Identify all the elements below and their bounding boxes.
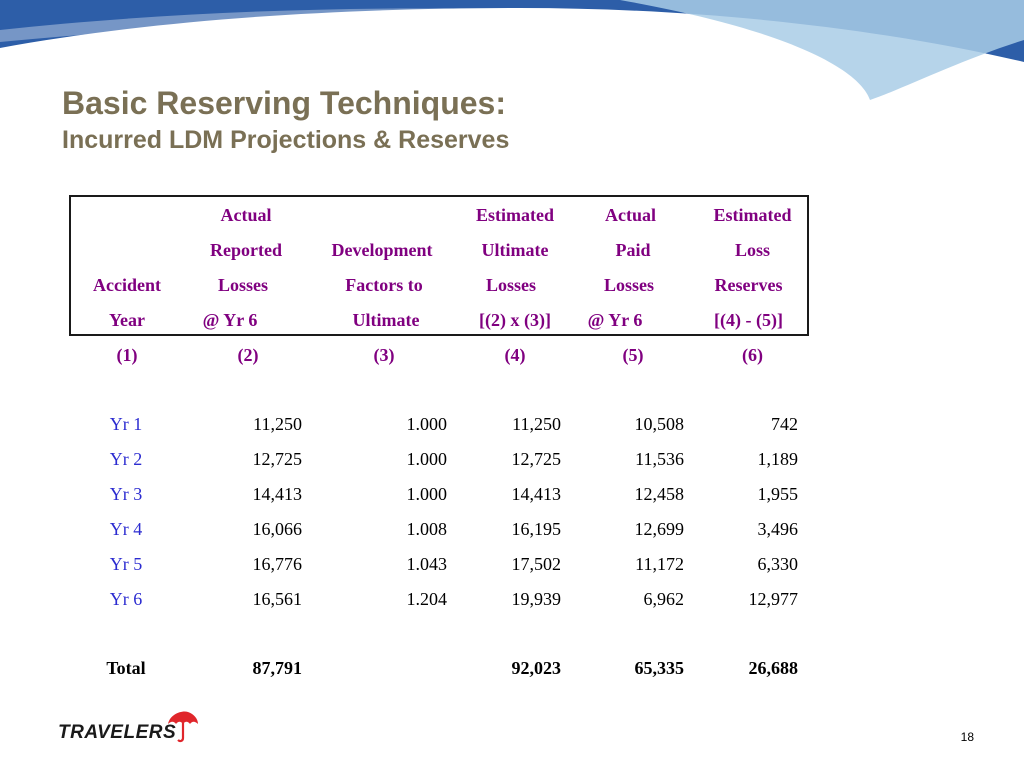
header-wave-decoration <box>0 0 1024 100</box>
header-cell: Reserves <box>714 275 783 295</box>
header-cell: Actual <box>605 205 656 225</box>
paid-losses: 6,962 <box>643 589 685 609</box>
accident-year: Yr 5 <box>109 554 143 574</box>
reported-losses: 12,725 <box>252 449 303 469</box>
accident-year: Yr 2 <box>109 449 143 469</box>
loss-reserves: 12,977 <box>748 589 799 609</box>
reported-losses: 14,413 <box>252 484 303 504</box>
header-cell: Estimated <box>476 205 554 225</box>
paid-losses: 12,458 <box>634 484 685 504</box>
reported-losses: 16,066 <box>252 519 303 539</box>
column-number: (6) <box>742 345 763 365</box>
loss-reserves: 742 <box>771 414 798 434</box>
accident-year: Yr 6 <box>109 589 143 609</box>
header-cell: Ultimate <box>352 310 420 330</box>
loss-reserves: 6,330 <box>757 554 799 574</box>
total-loss-reserves: 26,688 <box>748 658 799 678</box>
travelers-logo: TRAVELERS <box>58 708 208 748</box>
paid-losses: 12,699 <box>634 519 685 539</box>
column-number: (2) <box>237 345 259 365</box>
accident-year: Yr 1 <box>109 414 143 434</box>
header-cell: Losses <box>485 275 536 295</box>
header-cell: Ultimate <box>481 240 549 260</box>
header-cell: @ Yr 6 <box>202 310 258 330</box>
reported-losses: 11,250 <box>253 414 302 434</box>
loss-reserves: 1,955 <box>757 484 799 504</box>
loss-reserves: 3,496 <box>757 519 799 539</box>
header-cell: [(2) x (3)] <box>479 310 551 330</box>
total-paid-losses: 65,335 <box>634 658 685 678</box>
development-factor: 1.043 <box>406 554 448 574</box>
umbrella-icon <box>168 711 198 743</box>
total-label: Total <box>106 658 146 678</box>
header-cell: Year <box>109 310 145 330</box>
wave-white-streak <box>0 8 700 42</box>
ultimate-losses: 17,502 <box>511 554 562 574</box>
total-reported-losses: 87,791 <box>252 658 303 678</box>
ultimate-losses: 12,725 <box>511 449 562 469</box>
column-number: (4) <box>504 345 526 365</box>
header-cell: Accident <box>93 275 161 295</box>
paid-losses: 11,172 <box>635 554 684 574</box>
development-factor: 1.008 <box>406 519 448 539</box>
header-cell: Development <box>331 240 433 260</box>
development-factor: 1.000 <box>406 414 448 434</box>
header-cell: [(4) - (5)] <box>714 310 783 330</box>
reported-losses: 16,776 <box>252 554 303 574</box>
ultimate-losses: 16,195 <box>511 519 562 539</box>
development-factor: 1.204 <box>406 589 448 609</box>
development-factor: 1.000 <box>406 484 448 504</box>
column-number: (1) <box>116 345 138 365</box>
page-number: 18 <box>960 730 974 744</box>
column-number: (5) <box>622 345 644 365</box>
ultimate-losses: 14,413 <box>511 484 562 504</box>
slide-title: Basic Reserving Techniques: <box>62 85 506 121</box>
paid-losses: 11,536 <box>635 449 684 469</box>
development-factor: 1.000 <box>406 449 448 469</box>
logo-wordmark: TRAVELERS <box>58 722 177 743</box>
ultimate-losses: 11,250 <box>512 414 561 434</box>
header-cell: Factors to <box>345 275 423 295</box>
header-cell: Losses <box>603 275 654 295</box>
header-cell: Estimated <box>713 205 792 225</box>
header-cell: Paid <box>615 240 651 260</box>
header-cell: @ Yr 6 <box>587 310 643 330</box>
table-header-box <box>69 195 809 336</box>
column-number: (3) <box>373 345 395 365</box>
reported-losses: 16,561 <box>252 589 303 609</box>
ultimate-losses: 19,939 <box>511 589 562 609</box>
header-cell: Losses <box>217 275 268 295</box>
total-ultimate-losses: 92,023 <box>511 658 562 678</box>
accident-year: Yr 3 <box>109 484 143 504</box>
header-cell: Reported <box>210 240 282 260</box>
slide-subtitle: Incurred LDM Projections & Reserves <box>62 126 510 154</box>
paid-losses: 10,508 <box>634 414 685 434</box>
loss-reserves: 1,189 <box>757 449 799 469</box>
header-cell: Loss <box>734 240 770 260</box>
wave-light-band <box>620 0 1024 100</box>
header-cell: Actual <box>220 205 272 225</box>
accident-year: Yr 4 <box>109 519 143 539</box>
